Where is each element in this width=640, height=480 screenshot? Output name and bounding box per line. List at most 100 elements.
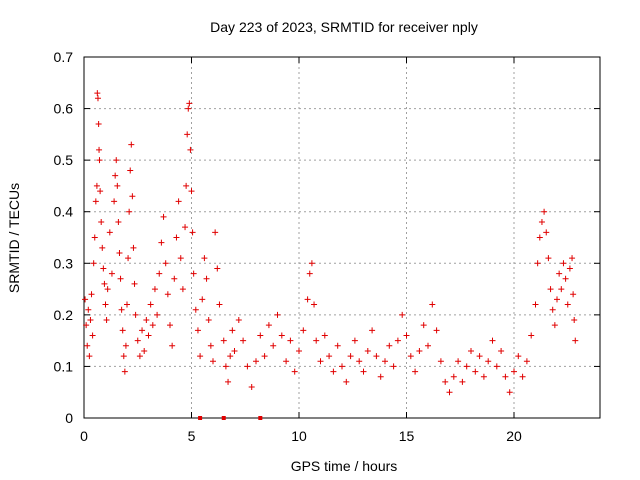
- data-point: [468, 347, 474, 354]
- data-point: [154, 311, 161, 318]
- data-point: [220, 337, 227, 344]
- data-points: [82, 90, 579, 420]
- zero-marker: [221, 416, 226, 420]
- data-point: [120, 353, 127, 360]
- data-point: [429, 301, 436, 308]
- data-point: [164, 291, 171, 298]
- data-point: [194, 327, 201, 334]
- data-point: [102, 301, 109, 308]
- data-point: [506, 389, 513, 396]
- data-point: [270, 342, 277, 349]
- data-point: [356, 358, 363, 365]
- data-point: [139, 327, 146, 334]
- data-point: [227, 353, 234, 360]
- y-tick-label: 0.3: [54, 255, 74, 271]
- data-point: [108, 270, 115, 277]
- data-point: [360, 368, 367, 375]
- data-point: [382, 358, 388, 365]
- data-point: [183, 182, 190, 189]
- data-point: [207, 342, 214, 349]
- data-point: [141, 347, 148, 354]
- data-point: [321, 332, 328, 339]
- data-point: [118, 306, 125, 313]
- data-point: [201, 255, 208, 262]
- x-tick-label: 15: [399, 428, 415, 444]
- data-point: [566, 265, 573, 272]
- data-point: [476, 353, 483, 360]
- data-point: [425, 342, 431, 349]
- data-point: [84, 342, 91, 349]
- data-point: [171, 275, 178, 282]
- data-point: [463, 363, 470, 370]
- data-point: [96, 157, 103, 164]
- data-point: [571, 317, 578, 324]
- data-point: [257, 332, 264, 339]
- data-point: [229, 327, 236, 334]
- data-point: [130, 244, 137, 251]
- data-point: [87, 317, 94, 324]
- plot-frame: [83, 56, 601, 419]
- data-point: [85, 306, 92, 313]
- data-point: [106, 229, 113, 236]
- data-point: [158, 239, 165, 246]
- data-point: [538, 219, 545, 226]
- data-point: [216, 301, 223, 308]
- data-point: [450, 373, 457, 380]
- data-point: [167, 322, 173, 329]
- data-point: [134, 337, 141, 344]
- data-point: [541, 208, 548, 215]
- data-point: [403, 332, 410, 339]
- data-point: [125, 255, 132, 262]
- data-point: [313, 337, 320, 344]
- data-point: [248, 384, 255, 391]
- data-point: [175, 198, 182, 205]
- data-point: [373, 353, 380, 360]
- y-tick-label: 0.7: [54, 49, 74, 65]
- zero-marker: [258, 416, 263, 420]
- data-point: [113, 157, 120, 164]
- data-point: [556, 270, 563, 277]
- data-point: [274, 311, 281, 318]
- data-point: [160, 213, 167, 220]
- data-point: [534, 260, 541, 267]
- x-axis-label: GPS time / hours: [291, 458, 398, 474]
- x-tick-label: 20: [506, 428, 522, 444]
- data-point: [97, 188, 104, 195]
- data-point: [112, 172, 119, 179]
- data-point: [117, 275, 124, 282]
- data-point: [330, 368, 337, 375]
- data-point: [560, 260, 567, 267]
- data-point: [121, 368, 128, 375]
- data-point: [253, 358, 259, 365]
- data-point: [177, 255, 184, 262]
- data-point: [128, 141, 135, 148]
- data-point: [156, 270, 163, 277]
- data-point: [390, 363, 397, 370]
- data-point: [94, 95, 101, 102]
- data-point: [103, 317, 110, 324]
- data-point: [145, 332, 152, 339]
- data-point: [532, 301, 539, 308]
- data-point: [554, 296, 560, 303]
- data-point: [210, 358, 216, 365]
- data-point: [119, 327, 126, 334]
- y-axis-label: SRMTID / TECUs: [6, 183, 22, 293]
- data-point: [502, 373, 509, 380]
- data-point: [101, 280, 108, 287]
- data-point: [437, 358, 444, 365]
- data-point: [480, 373, 487, 380]
- data-point: [90, 260, 97, 267]
- data-point: [214, 265, 221, 272]
- y-tick-label: 0.6: [54, 101, 74, 117]
- data-point: [377, 373, 384, 380]
- data-point: [205, 317, 212, 324]
- data-point: [278, 332, 285, 339]
- data-point: [407, 353, 414, 360]
- data-point: [515, 353, 522, 360]
- data-point: [96, 146, 103, 153]
- data-point: [116, 249, 123, 256]
- data-point: [412, 368, 419, 375]
- data-point: [369, 327, 376, 334]
- data-point: [231, 347, 238, 354]
